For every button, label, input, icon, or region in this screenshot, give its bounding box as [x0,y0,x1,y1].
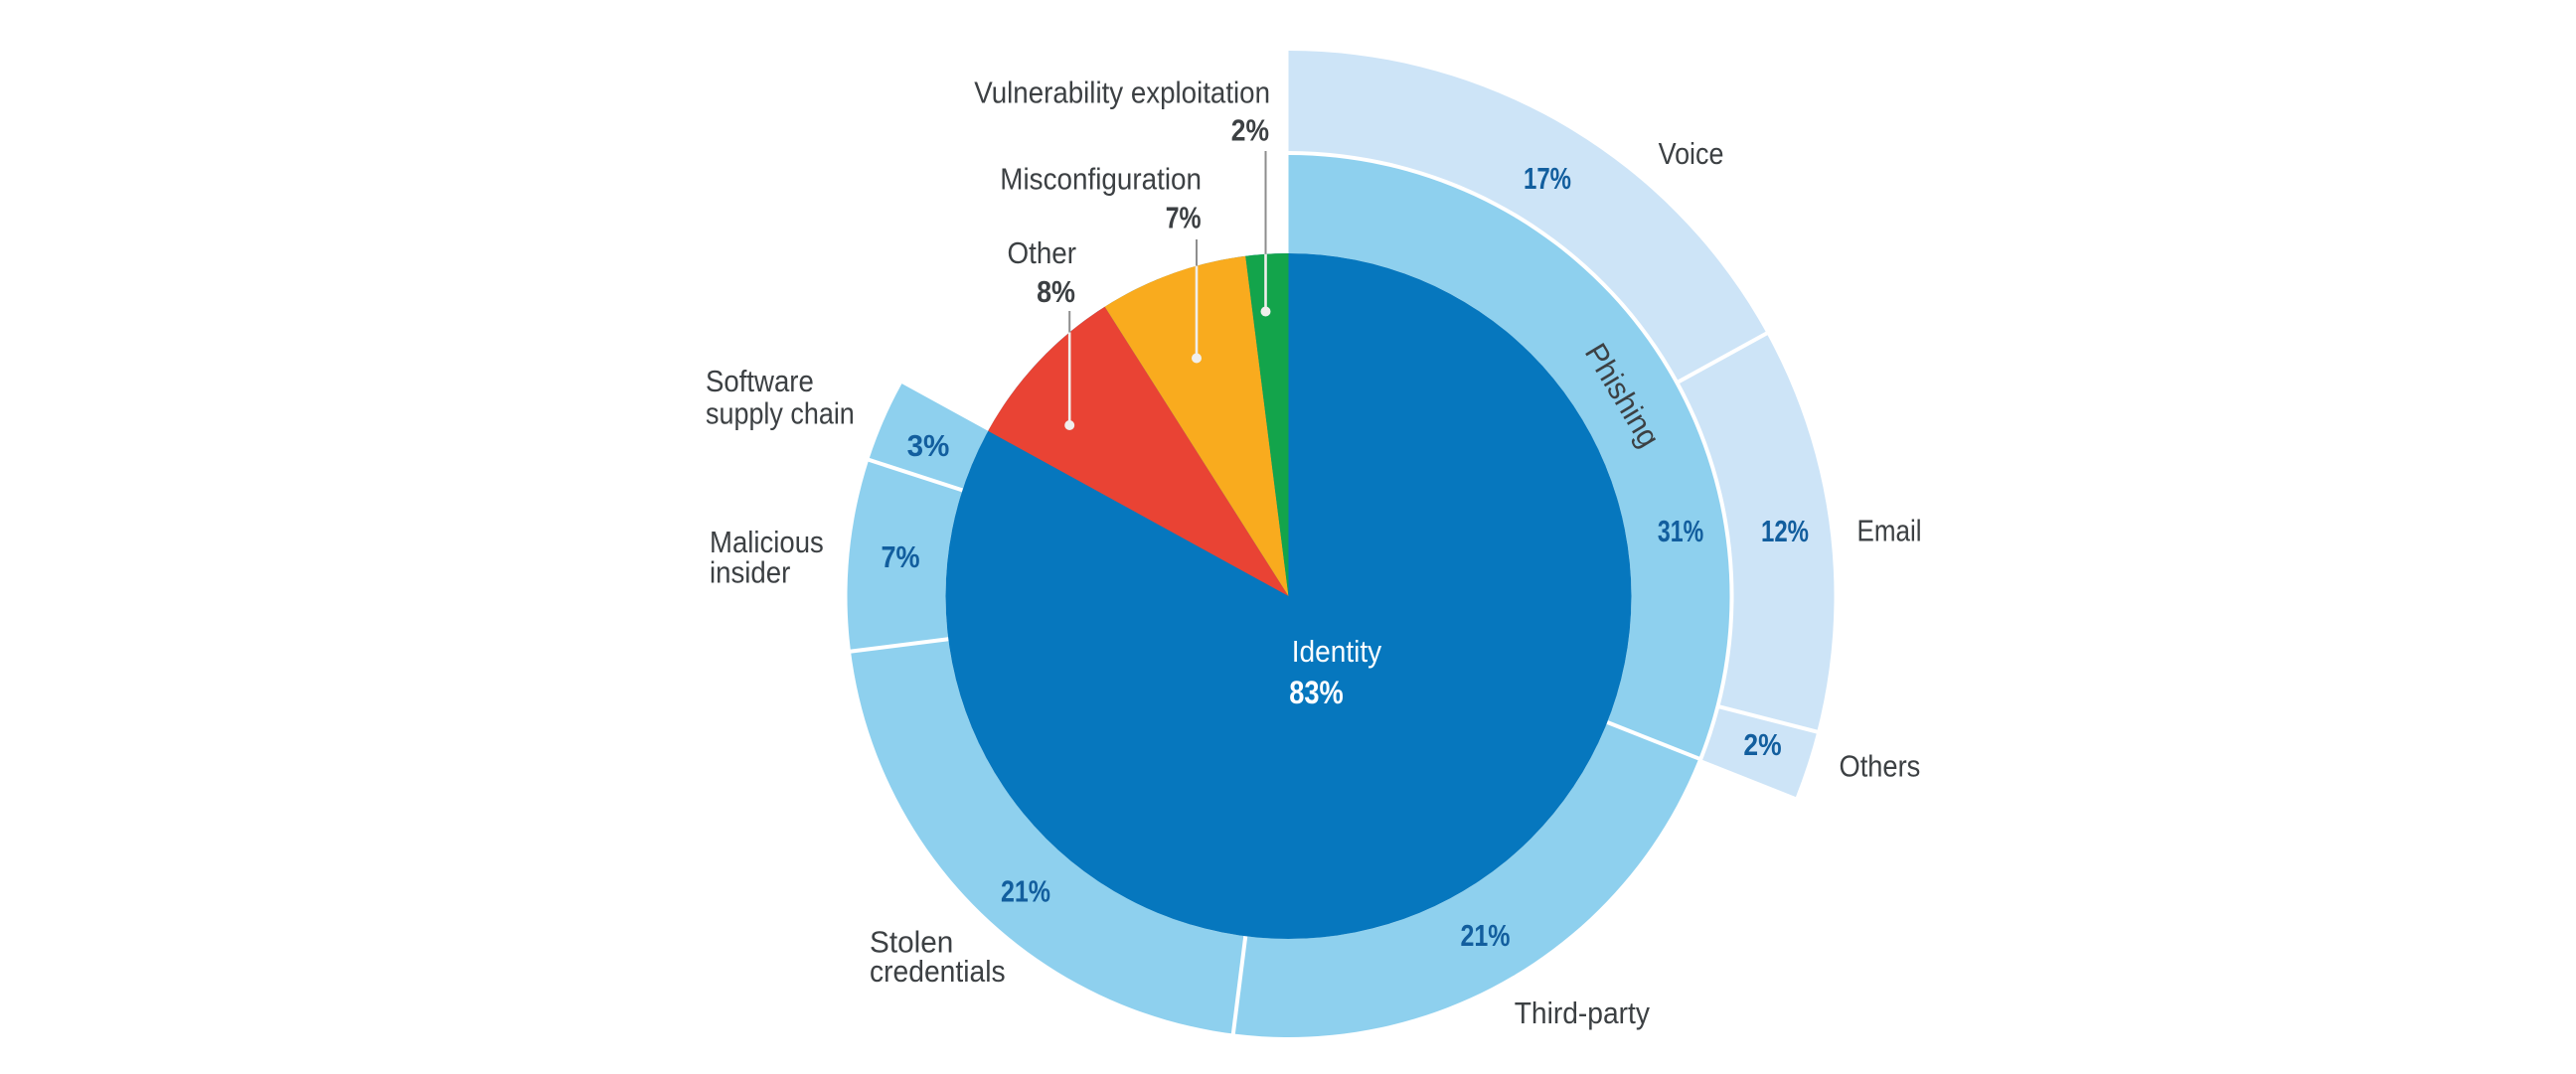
svg-text:83%: 83% [1289,675,1344,710]
svg-text:Other: Other [1008,235,1077,270]
svg-text:8%: 8% [1037,274,1075,309]
svg-text:Misconfiguration: Misconfiguration [1000,162,1202,197]
svg-text:Software: Software [706,364,814,398]
svg-text:Vulnerability exploitation: Vulnerability exploitation [974,76,1270,110]
svg-text:Others: Others [1840,749,1921,784]
svg-text:Voice: Voice [1659,136,1724,171]
svg-text:supply chain: supply chain [706,396,855,431]
svg-text:31%: 31% [1658,514,1703,548]
svg-text:21%: 21% [1461,918,1511,953]
svg-text:21%: 21% [1001,874,1050,909]
svg-text:insider: insider [710,555,790,590]
svg-text:credentials: credentials [870,954,1006,989]
svg-text:Email: Email [1857,514,1922,548]
svg-text:7%: 7% [1166,201,1202,235]
svg-text:3%: 3% [907,428,950,463]
svg-text:Identity: Identity [1292,634,1382,669]
svg-text:Stolen: Stolen [870,925,953,960]
svg-text:2%: 2% [1743,727,1781,762]
svg-text:7%: 7% [881,539,919,574]
svg-text:12%: 12% [1761,514,1809,548]
svg-text:Third-party: Third-party [1515,996,1651,1030]
svg-text:2%: 2% [1231,113,1269,148]
svg-text:Malicious: Malicious [710,525,824,559]
svg-text:17%: 17% [1524,161,1571,196]
